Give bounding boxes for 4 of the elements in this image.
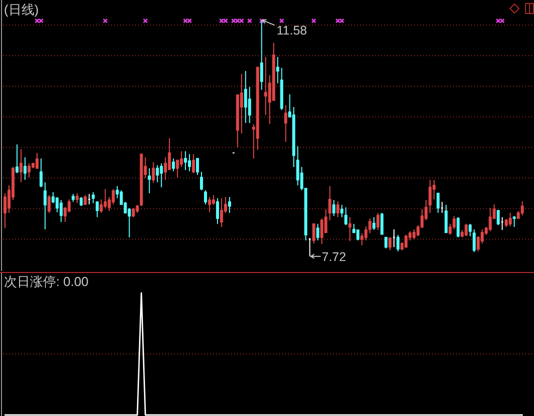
chart-title: 次日涨停: 0.00 — [4, 274, 89, 289]
chart-title: (日线) — [4, 2, 39, 17]
annotation: 11.58 — [276, 24, 307, 38]
annotation: 7.72 — [322, 250, 346, 264]
